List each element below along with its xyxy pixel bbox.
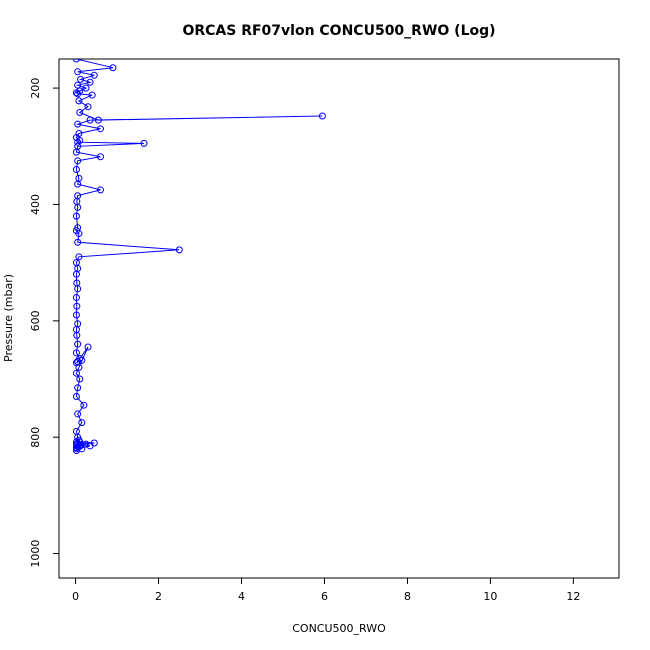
data-point	[72, 369, 80, 377]
data-point	[74, 384, 82, 392]
data-point	[74, 138, 82, 146]
y-tick-label: 800	[29, 427, 42, 448]
data-point	[72, 59, 80, 63]
series-line	[75, 59, 323, 452]
data-point	[73, 302, 81, 310]
y-axis: 200 400 600 800 1000	[29, 78, 60, 568]
data-point	[75, 97, 83, 105]
data-point	[78, 419, 86, 427]
data-point	[74, 68, 82, 76]
data-point	[74, 410, 82, 418]
data-point	[86, 78, 94, 86]
data-point	[72, 349, 80, 357]
data-point	[72, 148, 80, 156]
x-tick-label: 6	[321, 590, 328, 603]
y-tick-label: 400	[29, 194, 42, 215]
data-point	[96, 125, 104, 133]
data-point	[72, 89, 80, 97]
data-point	[72, 294, 80, 302]
x-tick-label: 4	[238, 590, 245, 603]
data-point	[73, 331, 81, 339]
data-point	[74, 157, 82, 165]
data-point	[175, 246, 183, 254]
x-tick-label: 0	[72, 590, 79, 603]
data-point	[84, 103, 92, 111]
y-tick-label: 1000	[29, 540, 42, 568]
data-point	[75, 230, 83, 238]
data-point	[74, 90, 82, 98]
data-point	[82, 84, 90, 92]
data-point	[74, 340, 82, 348]
x-tick-label: 12	[566, 590, 580, 603]
data-point	[72, 166, 80, 174]
y-tick-label: 200	[29, 78, 42, 99]
data-point	[94, 116, 102, 124]
data-point	[72, 447, 80, 455]
data-point	[76, 109, 84, 117]
x-tick-label: 10	[483, 590, 497, 603]
data-point	[318, 112, 326, 120]
data-point	[90, 71, 98, 79]
data-point	[140, 139, 148, 147]
data-point	[109, 64, 117, 72]
x-tick-label: 2	[155, 590, 162, 603]
data-point	[96, 186, 104, 194]
data-point	[72, 270, 80, 278]
data-point	[72, 212, 80, 220]
data-point	[74, 203, 82, 211]
data-point	[77, 75, 85, 83]
data-point	[88, 91, 96, 99]
plot-frame	[58, 58, 620, 579]
data-point	[86, 116, 94, 124]
x-axis-label: CONCU500_RWO	[292, 622, 386, 635]
data-point	[74, 180, 82, 188]
plot-area	[72, 59, 326, 455]
y-axis-label: Pressure (mbar)	[2, 274, 15, 362]
y-tick-label: 600	[29, 310, 42, 331]
plot-inner	[72, 59, 326, 455]
data-point	[84, 343, 92, 351]
data-point	[76, 375, 84, 383]
data-point	[75, 363, 83, 371]
data-point	[72, 392, 80, 400]
data-point	[75, 253, 83, 261]
data-point	[90, 439, 98, 447]
data-point	[96, 153, 104, 161]
x-axis: 0 2 4 6 8 10 12	[72, 577, 580, 603]
data-point	[74, 238, 82, 246]
data-point	[80, 401, 88, 409]
data-point	[74, 285, 82, 293]
data-point	[82, 440, 90, 448]
data-point	[74, 440, 82, 448]
data-point	[74, 120, 82, 128]
chart-title: ORCAS RF07vlon CONCU500_RWO (Log)	[182, 23, 495, 39]
data-point	[72, 311, 80, 319]
x-tick-label: 8	[404, 590, 411, 603]
